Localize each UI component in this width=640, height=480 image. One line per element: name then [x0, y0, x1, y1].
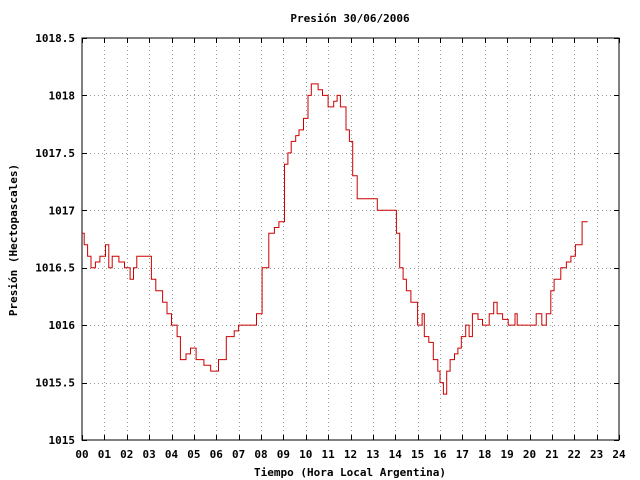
- y-tick-label: 1016.5: [35, 262, 75, 275]
- grid-lines: [82, 38, 619, 440]
- y-tick-labels: 1015 1015.5 1016 1016.5 1017 1017.5 1018 1018.5: [35, 32, 75, 447]
- x-tick-label: 23: [590, 448, 603, 461]
- y-tick-label: 1018.5: [35, 32, 75, 45]
- x-tick-label: 08: [254, 448, 267, 461]
- x-tick-label: 21: [545, 448, 559, 461]
- y-tick-label: 1015: [49, 434, 76, 447]
- chart-title: Presión 30/06/2006: [290, 12, 410, 25]
- y-tick-label: 1016: [49, 319, 76, 332]
- x-tick-label: 06: [210, 448, 224, 461]
- x-tick-label: 00: [75, 448, 88, 461]
- y-tick-label: 1017.5: [35, 147, 75, 160]
- x-tick-label: 15: [411, 448, 424, 461]
- x-tick-label: 07: [232, 448, 245, 461]
- y-tick-label: 1017: [49, 204, 76, 217]
- y-tick-label: 1015.5: [35, 377, 75, 390]
- plot-frame: [81, 37, 620, 441]
- x-tick-label: 20: [523, 448, 536, 461]
- x-tick-label: 10: [299, 448, 312, 461]
- x-tick-label: 13: [366, 448, 379, 461]
- axis-ticks: [82, 38, 620, 441]
- x-tick-label: 09: [277, 448, 290, 461]
- x-tick-label: 03: [143, 448, 156, 461]
- x-tick-label: 05: [187, 448, 200, 461]
- y-tick-label: 1018: [49, 89, 76, 102]
- x-axis-title: Tiempo (Hora Local Argentina): [254, 466, 446, 479]
- x-tick-labels: 00 01 02 03 04 05 06 07 08 09 10 11 12 13 14 15 16 17 18 19…: [75, 448, 626, 461]
- y-axis-title: Presión (Hectopascales): [7, 164, 20, 316]
- x-tick-label: 17: [456, 448, 469, 461]
- pressure-series-line: [82, 83, 588, 395]
- x-tick-label: 14: [389, 448, 403, 461]
- x-tick-label: 18: [478, 448, 491, 461]
- x-tick-label: 12: [344, 448, 357, 461]
- x-tick-label: 11: [322, 448, 336, 461]
- x-tick-label: 02: [120, 448, 133, 461]
- x-tick-label: 01: [98, 448, 112, 461]
- x-tick-label: 04: [165, 448, 179, 461]
- x-tick-label: 16: [433, 448, 447, 461]
- x-tick-label: 19: [501, 448, 514, 461]
- x-tick-label: 24: [612, 448, 626, 461]
- x-tick-label: 22: [568, 448, 581, 461]
